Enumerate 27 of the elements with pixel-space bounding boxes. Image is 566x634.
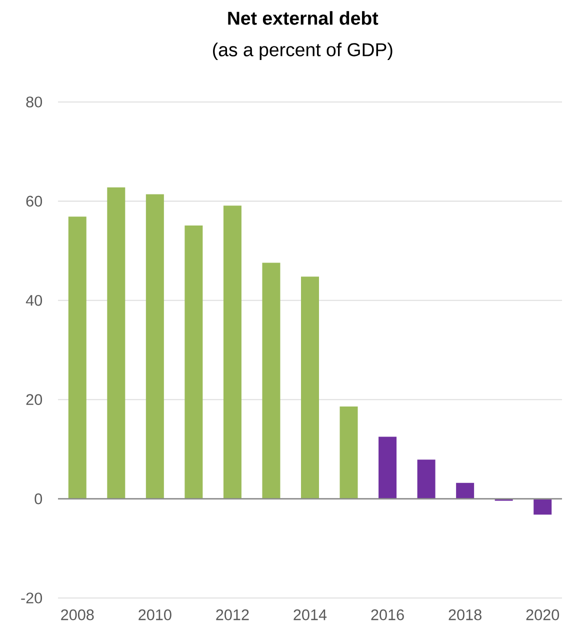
bar [340, 406, 358, 499]
bar [417, 460, 436, 499]
y-tick-label: 80 [26, 96, 42, 108]
bar [300, 276, 319, 499]
chart-subtitle: (as a percent of GDP) [213, 42, 392, 60]
x-tick-label: 2016 [371, 609, 404, 620]
y-tick-label: 60 [26, 196, 42, 207]
y-tick-label: 40 [26, 294, 42, 306]
bar [68, 216, 86, 499]
chart-title: Net external debt [228, 11, 378, 25]
bar [534, 498, 552, 515]
x-tick-label: 2008 [61, 609, 94, 620]
x-tick-label: 2012 [216, 609, 249, 620]
x-tick-label: 2020 [526, 609, 560, 620]
y-tick-label: 0 [34, 493, 42, 504]
bar [146, 194, 164, 499]
y-tick-label: -20 [21, 592, 42, 604]
bar [184, 226, 203, 499]
x-tick-label: 2018 [448, 609, 482, 620]
bar [378, 436, 397, 499]
bar [223, 206, 242, 499]
x-tick-label: 2010 [138, 609, 172, 620]
bar [262, 262, 280, 499]
bar [456, 482, 474, 499]
y-tick-label: 20 [26, 394, 42, 406]
bar [107, 187, 126, 499]
x-tick-label: 2014 [294, 609, 327, 620]
